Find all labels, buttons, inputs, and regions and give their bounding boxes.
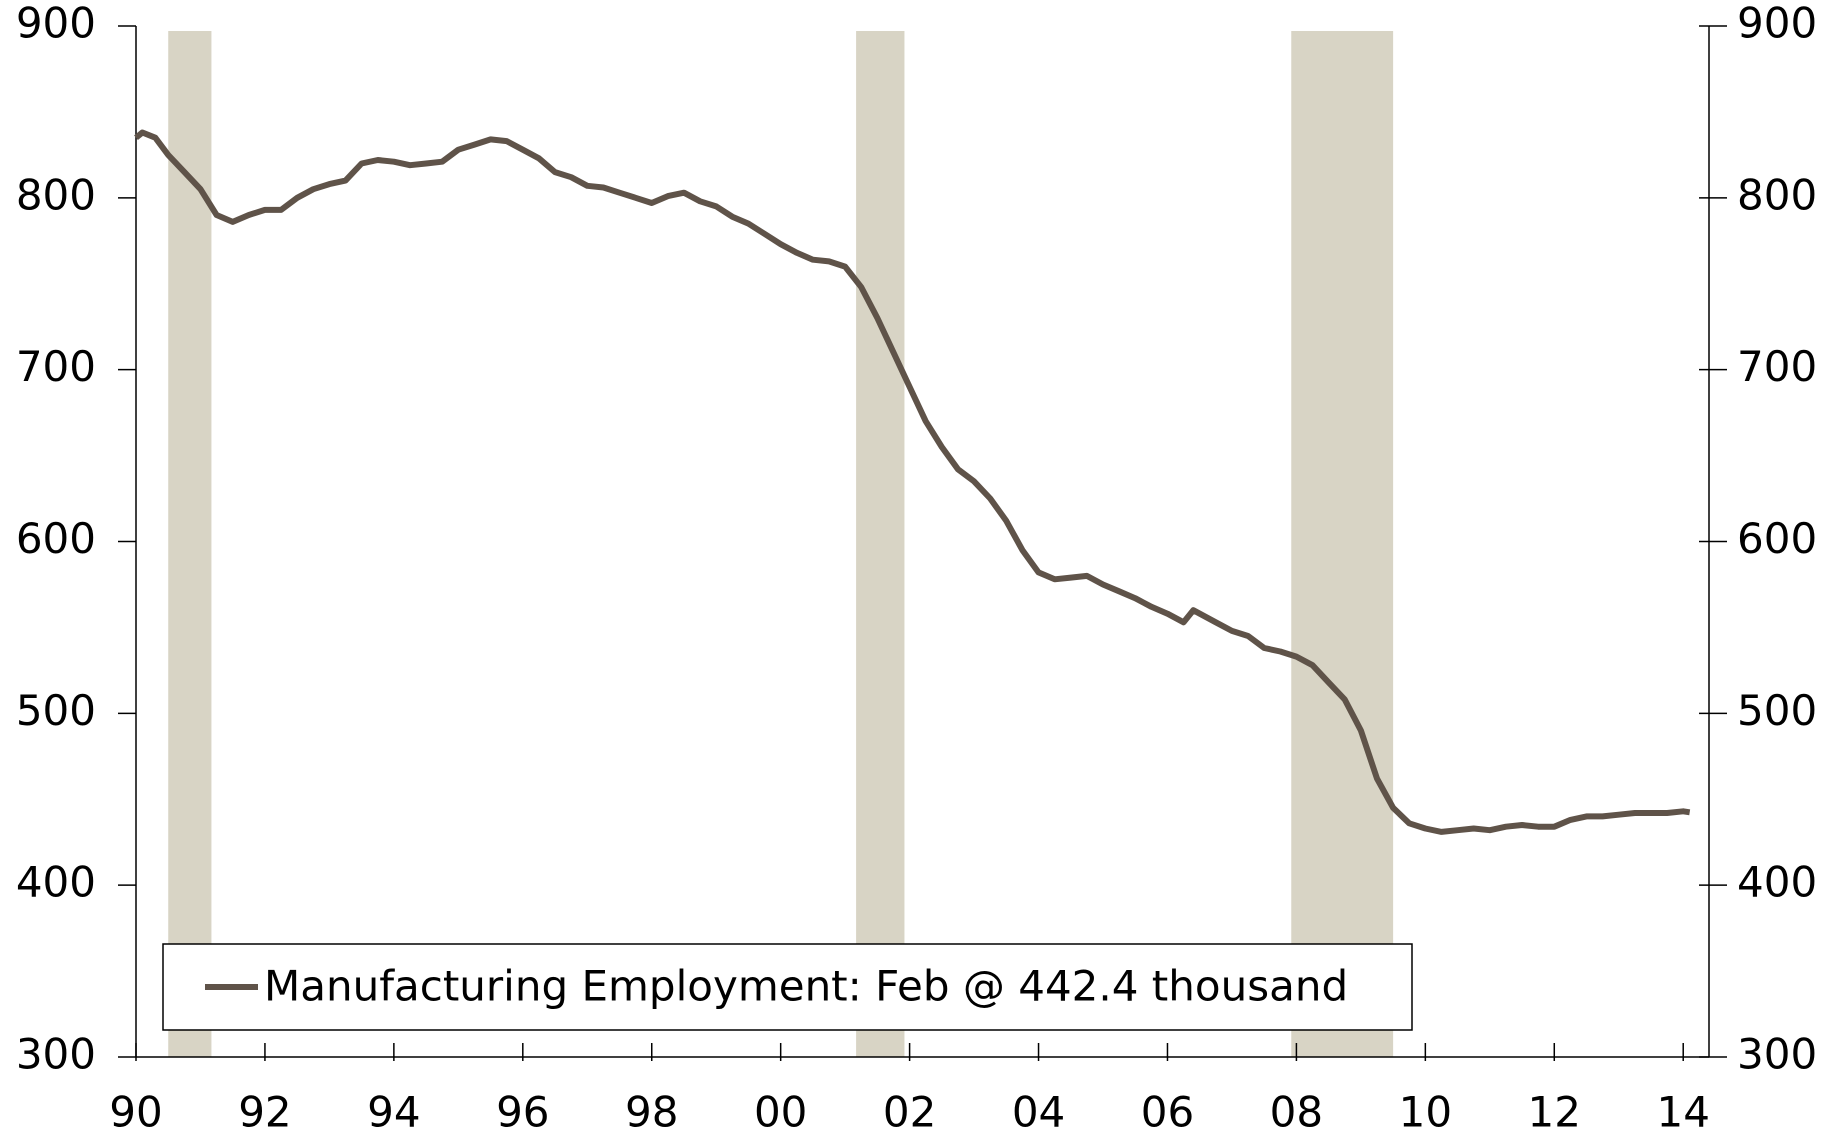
recession-band: [1291, 31, 1394, 1057]
x-tick-label: 02: [883, 1088, 936, 1137]
x-tick-label: 98: [625, 1088, 678, 1137]
y2-tick-label: 600: [1737, 514, 1817, 563]
y2-tick-label: 800: [1737, 170, 1817, 219]
recession-band: [168, 31, 212, 1057]
legend: Manufacturing Employment: Feb @ 442.4 th…: [162, 943, 1413, 1031]
y2-tick-label: 500: [1737, 686, 1817, 735]
x-tick-label: 08: [1270, 1088, 1323, 1137]
y-tick-label: 700: [16, 342, 96, 391]
x-tick-label: 10: [1399, 1088, 1452, 1137]
x-tick-label: 14: [1656, 1088, 1709, 1137]
y2-tick-label: 700: [1737, 342, 1817, 391]
y-tick-label: 400: [16, 858, 96, 907]
legend-label: Manufacturing Employment: Feb @ 442.4 th…: [264, 962, 1348, 1011]
y-tick-label: 300: [16, 1030, 96, 1079]
legend-box: [162, 943, 1413, 1031]
recession-band: [856, 31, 905, 1057]
x-tick-label: 90: [109, 1088, 162, 1137]
data-line: [134, 129, 1691, 835]
y2-tick-label: 400: [1737, 858, 1817, 907]
y-tick-label: 900: [16, 0, 96, 48]
y2-tick-label: 300: [1737, 1030, 1817, 1079]
y-tick-label: 800: [16, 170, 96, 219]
y-tick-label: 500: [16, 686, 96, 735]
y2-tick-label: 900: [1737, 0, 1817, 48]
x-tick-label: 92: [238, 1088, 291, 1137]
x-tick-label: 00: [754, 1088, 807, 1137]
x-tick-label: 96: [496, 1088, 549, 1137]
x-tick-label: 94: [367, 1088, 420, 1137]
x-tick-label: 04: [1012, 1088, 1065, 1137]
x-tick-label: 12: [1528, 1088, 1581, 1137]
y-tick-label: 600: [16, 514, 96, 563]
x-tick-label: 06: [1141, 1088, 1194, 1137]
